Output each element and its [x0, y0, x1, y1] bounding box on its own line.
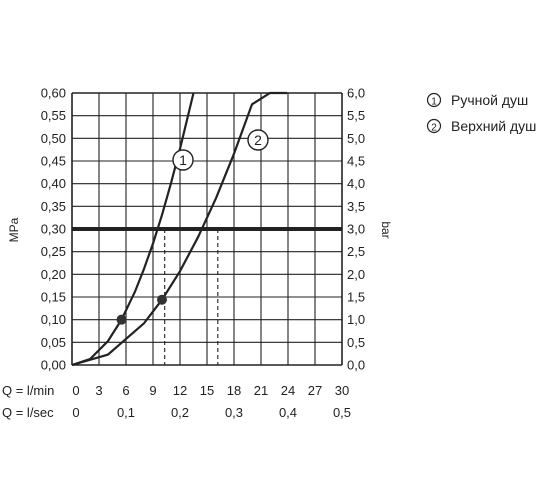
y-left-tick-label: 0,30 — [41, 222, 66, 237]
series-layer: 12 — [71, 91, 342, 367]
y-right-tick-label: 3,5 — [347, 199, 365, 214]
y-right-tick-label: 4,5 — [347, 154, 365, 169]
tick-labels: 0,000,050,100,150,200,250,300,350,400,45… — [41, 86, 365, 421]
y-left-tick-label: 0,10 — [41, 312, 66, 327]
legend-marker-1: 1 — [431, 97, 437, 108]
x-lmin-tick-label: 12 — [173, 383, 187, 398]
legend-label-1: Ручной душ — [451, 92, 528, 108]
x-lmin-tick-label: 30 — [335, 383, 349, 398]
y-right-tick-label: 1,0 — [347, 312, 365, 327]
curve-marker-2-label: 2 — [254, 132, 262, 148]
y-right-tick-label: 3,0 — [347, 222, 365, 237]
y-left-tick-label: 0,20 — [41, 267, 66, 282]
y-left-tick-label: 0,40 — [41, 176, 66, 191]
x-lmin-tick-label: 18 — [227, 383, 241, 398]
legend-item-2: 2 Верхний душ — [426, 118, 536, 134]
x-lsec-axis-label: Q = l/sec — [2, 405, 54, 420]
x-lmin-tick-label: 9 — [149, 383, 156, 398]
y-right-tick-label: 2,5 — [347, 244, 365, 259]
series-point-1 — [116, 314, 127, 325]
legend-label-2: Верхний душ — [451, 118, 536, 134]
y-right-tick-label: 6,0 — [347, 86, 365, 101]
legend-marker-2-circle — [426, 118, 442, 134]
y-right-tick-label: 1,5 — [347, 290, 365, 305]
y-right-tick-label: 2,0 — [347, 267, 365, 282]
y-right-tick-label: 5,5 — [347, 108, 365, 123]
y-left-tick-label: 0,05 — [41, 335, 66, 350]
y-left-tick-label: 0,55 — [41, 108, 66, 123]
legend-item-1: 1 Ручной душ — [426, 92, 528, 108]
x-lmin-axis-label: Q = l/min — [2, 383, 54, 398]
y-right-tick-label: 4,0 — [347, 176, 365, 191]
series-line-2 — [71, 91, 288, 367]
x-lsec-tick-label: 0,1 — [117, 405, 135, 420]
x-lmin-tick-label: 6 — [122, 383, 129, 398]
x-lmin-tick-label: 0 — [72, 383, 79, 398]
y-left-tick-label: 0,35 — [41, 199, 66, 214]
y-right-tick-label: 0,0 — [347, 358, 365, 373]
x-lsec-tick-label: 0,4 — [279, 405, 297, 420]
legend-marker-1-circle — [426, 92, 442, 108]
y-left-tick-label: 0,50 — [41, 131, 66, 146]
x-lmin-tick-label: 27 — [308, 383, 322, 398]
y-left-axis-label: MPa — [7, 217, 21, 242]
y-left-tick-label: 0,00 — [41, 358, 66, 373]
x-lsec-tick-label: 0,5 — [333, 405, 351, 420]
x-lmin-tick-label: 15 — [200, 383, 214, 398]
x-lsec-tick-label: 0 — [72, 405, 79, 420]
y-left-tick-label: 0,15 — [41, 290, 66, 305]
y-left-tick-label: 0,25 — [41, 244, 66, 259]
x-lmin-tick-label: 24 — [281, 383, 295, 398]
x-lmin-tick-label: 3 — [95, 383, 102, 398]
series-line-1 — [71, 92, 195, 367]
legend-marker-2: 2 — [431, 123, 437, 134]
y-left-tick-label: 0,60 — [41, 86, 66, 101]
x-lmin-tick-label: 21 — [254, 383, 268, 398]
series-point-2 — [157, 294, 167, 305]
x-lsec-tick-label: 0,3 — [225, 405, 243, 420]
y-right-tick-label: 5,0 — [347, 131, 365, 146]
y-right-tick-label: 0,5 — [347, 335, 365, 350]
y-left-tick-label: 0,45 — [41, 154, 66, 169]
curve-marker-1-circle — [172, 149, 194, 171]
legend: 1 Ручной душ 2 Верхний душ — [426, 92, 536, 134]
y-right-axis-label: bar — [379, 221, 393, 238]
curve-marker-1-label: 1 — [179, 152, 187, 168]
x-lsec-tick-label: 0,2 — [171, 405, 189, 420]
curve-marker-2-circle — [247, 129, 269, 151]
